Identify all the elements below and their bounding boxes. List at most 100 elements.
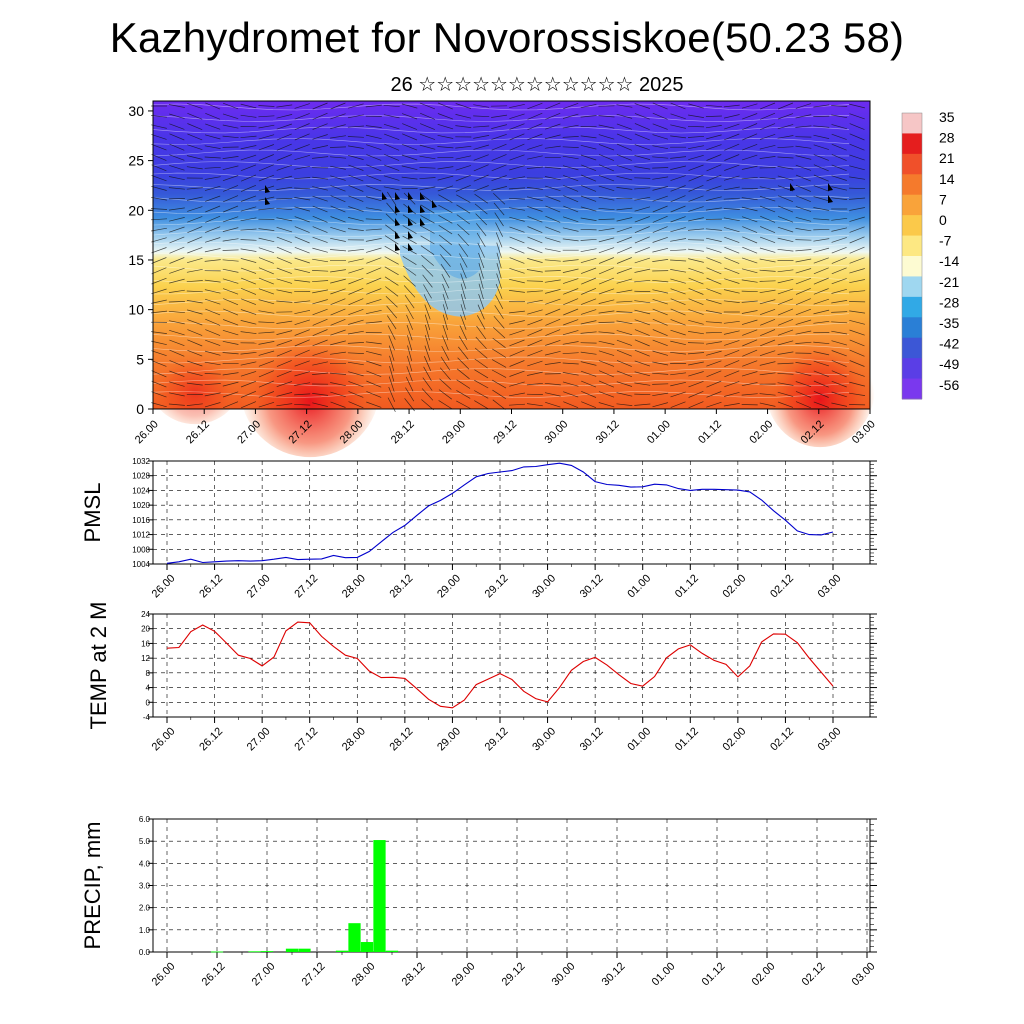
wind-barb (849, 268, 865, 274)
wind-barb (544, 382, 561, 386)
heatmap-xtick-label: 02.00 (747, 418, 775, 446)
wind-barb (724, 227, 740, 233)
xtick-label: 27.00 (245, 572, 273, 600)
wind-barb (168, 301, 185, 303)
wind-barb (741, 319, 758, 325)
xtick-label: 27.12 (292, 725, 320, 753)
wind-barb (759, 269, 776, 272)
wind-barb (724, 175, 740, 181)
wind-barb (492, 348, 507, 358)
xtick-label: 27.12 (300, 960, 328, 988)
precip-bar (260, 951, 274, 952)
wind-barb (348, 258, 364, 263)
wind-barb (457, 357, 470, 370)
wind-barb (366, 257, 382, 264)
wind-flag (828, 195, 833, 203)
wind-barb (509, 278, 525, 284)
wind-barb (616, 133, 632, 141)
wind-barb (616, 360, 632, 367)
wind-barb (347, 330, 364, 335)
wind-barb (831, 321, 848, 324)
ytick-label: 3.0 (139, 882, 151, 891)
wind-barb (258, 360, 275, 367)
axis-ylabel: TEMP at 2 M (86, 602, 111, 730)
wind-flag (420, 218, 425, 226)
wind-barb (706, 247, 722, 253)
wind-barb (670, 298, 686, 306)
wind-barb (652, 350, 668, 356)
wind-barb (616, 339, 633, 346)
wind-barb (168, 187, 185, 190)
wind-barb (687, 125, 705, 128)
wind-barb (437, 123, 454, 130)
wind-barb (777, 391, 794, 397)
wind-barb (563, 288, 579, 295)
wind-barb (598, 331, 615, 334)
wind-barb (168, 310, 185, 314)
wind-barb (831, 114, 848, 119)
wind-barb (795, 114, 812, 119)
wind-barb (831, 257, 847, 264)
wind-barb (526, 280, 543, 282)
wind-barb (831, 391, 847, 398)
wind-barb (849, 226, 865, 233)
wind-barb (634, 177, 651, 179)
xtick-label: 01.00 (625, 725, 653, 753)
wind-barb (387, 191, 397, 206)
wind-barb (384, 235, 399, 245)
wind-barb (777, 166, 794, 170)
wind-barb (383, 123, 400, 130)
wind-barb (581, 401, 597, 409)
colorbar-label: -14 (939, 253, 959, 269)
wind-barb (366, 380, 382, 388)
wind-barb (312, 145, 328, 150)
wind-barb (795, 164, 812, 171)
wind-barb (294, 177, 311, 180)
wind-barb (473, 185, 489, 192)
wind-barb (258, 391, 275, 398)
wind-flag (395, 231, 400, 239)
wind-barb (813, 164, 829, 172)
wind-barb (222, 156, 239, 159)
wind-barb (849, 349, 865, 357)
wind-barb (652, 318, 668, 326)
wind-barb (204, 145, 221, 149)
wind-barb (509, 236, 525, 244)
wind-barb (580, 309, 597, 315)
wind-barb (187, 103, 203, 109)
wind-barb (849, 197, 866, 200)
wind-barb (777, 362, 794, 365)
precip-bar (335, 950, 349, 952)
wind-barb (205, 329, 221, 336)
wind-barb (759, 402, 776, 407)
wind-barb (562, 155, 579, 160)
wind-barb (544, 166, 561, 169)
wind-barb (688, 298, 704, 306)
wind-barb (527, 133, 543, 141)
wind-barb (670, 156, 687, 159)
wind-barb (276, 360, 292, 367)
wind-barb (492, 337, 506, 348)
wind-barb (491, 369, 507, 378)
wind-barb (598, 144, 615, 151)
wind-barb (545, 289, 561, 294)
wind-barb (706, 154, 722, 161)
wind-barb (204, 185, 221, 191)
wind-barb (223, 298, 239, 306)
wind-barb (831, 124, 847, 130)
wind-barb (759, 156, 776, 159)
wind-barb (240, 135, 257, 139)
wind-barb (186, 382, 203, 386)
wind-barb (240, 217, 257, 222)
wind-barb (616, 226, 633, 233)
xtick-label: 29.00 (450, 960, 478, 988)
wind-barb (741, 268, 758, 274)
xtick-label: 30.12 (578, 572, 606, 600)
wind-barb (423, 356, 432, 371)
wind-barb (813, 125, 830, 128)
wind-barb (388, 335, 395, 351)
ytick-label: 1028 (132, 472, 150, 481)
wind-barb (509, 103, 525, 109)
wind-barb (526, 299, 543, 304)
wind-barb (813, 144, 830, 150)
